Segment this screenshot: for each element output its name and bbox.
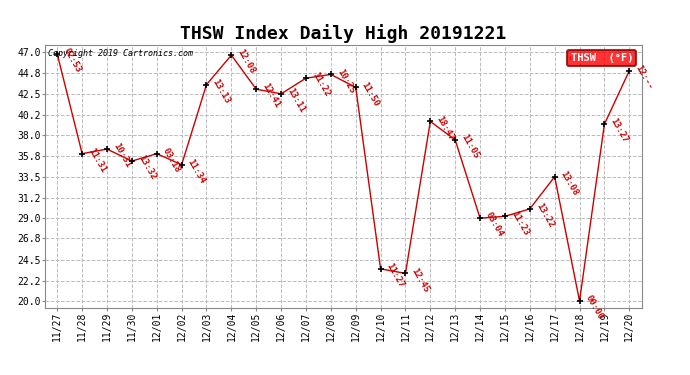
Text: Copyright 2019 Cartronics.com: Copyright 2019 Cartronics.com — [48, 49, 193, 58]
Legend: THSW  (°F): THSW (°F) — [566, 50, 636, 66]
Text: 00:00: 00:00 — [584, 294, 605, 321]
Text: 11:50: 11:50 — [360, 80, 381, 108]
Text: 11:05: 11:05 — [460, 133, 480, 160]
Text: 11:23: 11:23 — [509, 209, 531, 237]
Text: 11:22: 11:22 — [310, 71, 331, 99]
Text: 03:18: 03:18 — [161, 146, 182, 174]
Text: 18:47: 18:47 — [435, 114, 455, 142]
Text: 02:53: 02:53 — [61, 47, 83, 75]
Text: 12:45: 12:45 — [410, 266, 431, 294]
Text: 13:13: 13:13 — [210, 77, 232, 105]
Text: 13:08: 13:08 — [559, 170, 580, 197]
Text: 12:08: 12:08 — [235, 48, 257, 76]
Text: 10:25: 10:25 — [335, 67, 356, 95]
Text: 11:34: 11:34 — [186, 158, 207, 185]
Text: 10:31: 10:31 — [111, 142, 132, 170]
Text: 12:41: 12:41 — [260, 82, 282, 110]
Text: 11:31: 11:31 — [86, 146, 108, 174]
Text: 12:--: 12:-- — [633, 63, 655, 91]
Text: 13:11: 13:11 — [285, 87, 306, 114]
Text: 13:22: 13:22 — [534, 202, 555, 229]
Text: 13:32: 13:32 — [136, 154, 157, 182]
Title: THSW Index Daily High 20191221: THSW Index Daily High 20191221 — [180, 24, 506, 44]
Text: 03:04: 03:04 — [484, 211, 506, 238]
Text: 13:27: 13:27 — [609, 117, 630, 145]
Text: 11:27: 11:27 — [385, 261, 406, 289]
